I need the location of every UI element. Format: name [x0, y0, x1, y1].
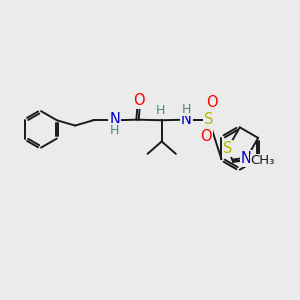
Text: O: O: [133, 93, 145, 108]
Text: CH₃: CH₃: [250, 154, 274, 167]
Text: O: O: [206, 95, 218, 110]
Text: O: O: [200, 129, 212, 144]
Text: N: N: [109, 112, 120, 127]
Text: N: N: [181, 112, 192, 127]
Text: N: N: [241, 151, 251, 166]
Text: H: H: [155, 104, 165, 117]
Text: S: S: [223, 141, 232, 156]
Text: S: S: [204, 112, 214, 127]
Text: H: H: [182, 103, 191, 116]
Text: H: H: [110, 124, 119, 137]
